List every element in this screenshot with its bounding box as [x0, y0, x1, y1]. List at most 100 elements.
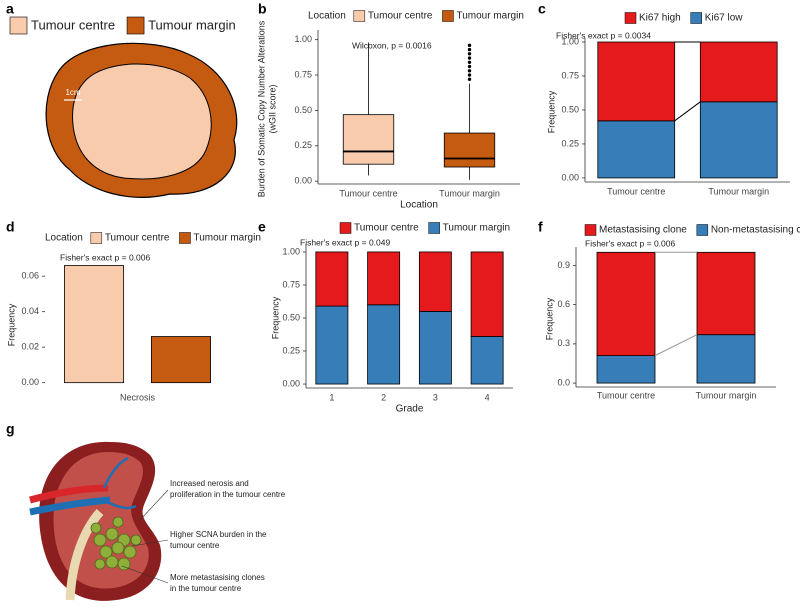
panel-label: b [258, 1, 267, 17]
legend-key [90, 232, 103, 244]
legend-key [442, 10, 454, 22]
legend-label: Metastasising clone [599, 225, 687, 236]
y-tick-label: 0.75 [282, 279, 300, 289]
annotation: Fisher's exact p = 0.006 [585, 238, 675, 248]
legend-key [9, 16, 28, 35]
ureter [65, 509, 104, 601]
y-axis-title: (wGII score) [267, 84, 277, 133]
y-tick-label: 1.00 [294, 34, 312, 44]
outlier [467, 47, 472, 52]
bar-segment [315, 305, 349, 385]
annotation: in the tumour centre [170, 584, 242, 593]
artery [29, 484, 109, 504]
bar-segment [418, 310, 452, 385]
legend-key [690, 12, 702, 24]
annotation: Wilcoxon, p = 0.0016 [352, 40, 432, 50]
x-tick-label: Tumour margin [696, 390, 757, 400]
bar-segment [696, 251, 756, 336]
legend-key [696, 224, 709, 236]
y-tick-label: 0.00 [21, 377, 39, 387]
legend-label: Non-metastasising clone [711, 225, 800, 236]
vein [29, 496, 111, 516]
panel-label: c [538, 1, 546, 17]
y-axis-title: Frequency [546, 90, 556, 133]
legend-key [353, 10, 366, 22]
bar-segment [315, 251, 349, 307]
y-tick-label: 0.02 [21, 342, 39, 352]
connector [654, 334, 698, 357]
legend-key [584, 224, 597, 236]
tumour-diagram: 1cm [45, 42, 238, 198]
y-axis-title: Frequency [544, 297, 554, 340]
bar-segment [470, 251, 504, 337]
outlier [467, 43, 472, 48]
y-axis-title: Frequency [270, 296, 280, 339]
bar-segment [596, 251, 656, 357]
y-tick-label: 0.25 [294, 140, 312, 150]
outlier [467, 64, 472, 69]
y-tick-label: 0.75 [561, 70, 579, 80]
annotation: More metastasising clones [170, 573, 265, 582]
annotation: Increased nerosis and [170, 479, 249, 488]
outlier [467, 69, 472, 73]
legend-key [624, 12, 637, 24]
x-tick-label: 2 [381, 392, 386, 402]
y-tick-label: 0.50 [561, 104, 579, 114]
x-tick-label: 1 [329, 392, 334, 402]
panel-label: d [6, 219, 15, 235]
bar-segment [367, 304, 401, 385]
annotation: Fisher's exact p = 0.006 [60, 252, 150, 262]
legend-label: Tumour margin [193, 233, 260, 244]
scale-label: 1cm [65, 88, 80, 97]
bar-segment [367, 251, 401, 306]
annotation: Higher SCNA burden in the [170, 530, 267, 539]
legend-label: Ki67 high [639, 13, 681, 24]
y-tick-label: 0.00 [561, 172, 579, 182]
y-tick-label: 0.25 [561, 138, 579, 148]
y-tick-label: 0.50 [282, 312, 300, 322]
bar-segment [596, 355, 656, 384]
outlier [467, 60, 472, 65]
panel-label: e [258, 219, 266, 235]
x-tick-label: Tumour centre [339, 188, 397, 198]
x-tick-label: Tumour margin [708, 186, 769, 196]
outlier [467, 56, 472, 60]
legend-label: Ki67 low [705, 13, 744, 24]
y-tick-label: 0.6 [557, 299, 570, 309]
y-axis-title: Burden of Somatic Copy Number Alteration… [256, 20, 266, 197]
y-tick-label: 1.00 [561, 36, 579, 46]
legend-label: Tumour centre [354, 223, 419, 234]
legend-title: Location [45, 233, 83, 244]
legend-label: Tumour centre [368, 11, 433, 22]
bar [64, 265, 125, 384]
annotation: tumour centre [170, 541, 220, 550]
x-tick-label: 4 [485, 392, 490, 402]
y-tick-label: 0.25 [282, 345, 300, 355]
legend-key [428, 222, 440, 234]
y-axis-title: Frequency [6, 303, 16, 346]
y-tick-label: 0.9 [557, 260, 570, 270]
bar [150, 336, 211, 384]
box [342, 114, 395, 165]
y-tick-label: 0.75 [294, 69, 312, 79]
x-tick-label: 3 [433, 392, 438, 402]
legend-label: Tumour centre [105, 233, 170, 244]
pointer-lines [121, 489, 169, 584]
connector [674, 101, 701, 122]
legend-key [179, 232, 191, 244]
x-tick-label: Tumour margin [439, 188, 500, 198]
outlier [467, 77, 472, 81]
box [443, 132, 496, 168]
annotation: Fisher's exact p = 0.049 [300, 237, 390, 247]
y-tick-label: 0.00 [294, 176, 312, 186]
kidney-illustration [29, 441, 169, 601]
x-tick-label: Necrosis [120, 392, 156, 402]
y-tick-label: 0.04 [21, 306, 39, 316]
bar-segment [699, 41, 778, 103]
x-axis-title: Grade [396, 404, 424, 415]
tumour-centre-shape [72, 63, 212, 180]
legend-title: Location [308, 11, 346, 22]
y-tick-label: 1.00 [282, 246, 300, 256]
y-tick-label: 0.00 [282, 378, 300, 388]
bar-segment [597, 120, 676, 179]
